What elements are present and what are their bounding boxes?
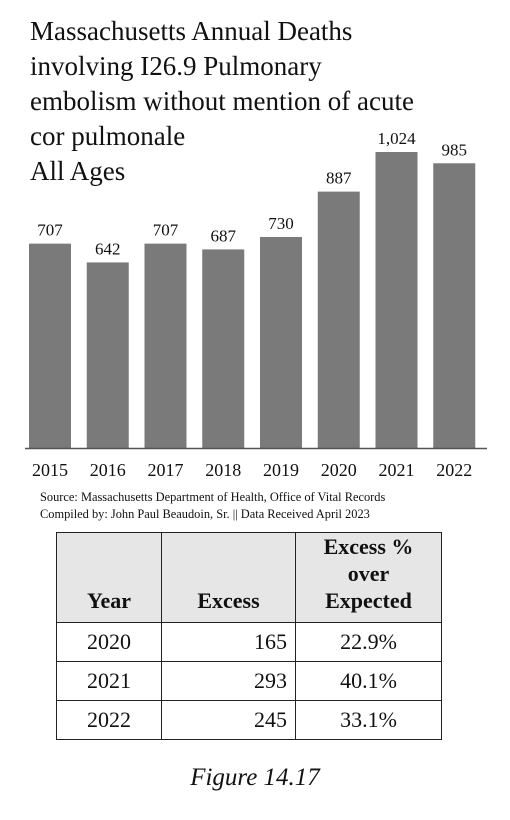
bar-2017	[144, 243, 187, 448]
title-line-4: cor pulmonale	[30, 121, 186, 151]
bar-2022	[433, 163, 476, 448]
header-pct-line-1: Excess % over	[323, 534, 414, 586]
table-row: 2022 245 33.1%	[56, 700, 442, 740]
x-tick-label-2018: 2018	[205, 460, 241, 480]
value-label-2018: 687	[211, 226, 237, 245]
cell-pct: 22.9%	[295, 622, 442, 662]
value-label-2020: 887	[326, 169, 352, 188]
cell-excess: 165	[161, 622, 296, 662]
x-tick-label-2015: 2015	[32, 460, 68, 480]
title-line-2: involving I26.9 Pulmonary	[30, 51, 322, 81]
bar-2018	[202, 249, 245, 448]
table-row: 2020 165 22.9%	[56, 622, 442, 662]
bar-2016	[86, 262, 129, 448]
table-row: 2021 293 40.1%	[56, 661, 442, 701]
value-label-2015: 707	[37, 221, 63, 240]
x-tick-label-2021: 2021	[379, 460, 415, 480]
x-tick-label-2019: 2019	[263, 460, 299, 480]
x-tick-label-2022: 2022	[436, 460, 472, 480]
bar-2015	[29, 243, 71, 448]
bar-chart: 707 2015 642 2016 707 2017 687 2018 730 2019 887 20…	[25, 129, 487, 480]
value-label-2022: 985	[442, 140, 468, 159]
x-tick-label-2017: 2017	[148, 460, 184, 480]
source-line: Source: Massachusetts Department of Heal…	[40, 490, 386, 504]
bar-2019	[260, 236, 302, 448]
bar-2021	[375, 152, 418, 448]
x-tick-label-2016: 2016	[90, 460, 126, 480]
header-excess-pct: Excess % over Expected	[295, 532, 442, 623]
cell-excess: 293	[161, 661, 296, 701]
value-label-2019: 730	[268, 214, 294, 233]
figure-caption: Figure 14.17	[190, 764, 320, 791]
compiled-by-line: Compiled by: John Paul Beaudoin, Sr. || …	[40, 507, 370, 521]
x-tick-label-2020: 2020	[321, 460, 357, 480]
title-line-1: Massachusetts Annual Deaths	[30, 16, 353, 46]
title-line-3: embolism without mention of acute	[30, 86, 414, 116]
cell-excess: 245	[161, 700, 296, 740]
header-year: Year	[56, 532, 162, 623]
bar-2020	[317, 191, 360, 448]
cell-year: 2022	[56, 700, 162, 740]
cell-pct: 33.1%	[295, 700, 442, 740]
cell-year: 2021	[56, 661, 162, 701]
title-line-5: All Ages	[30, 156, 126, 186]
cell-year: 2020	[56, 622, 162, 662]
value-label-2021: 1,024	[377, 129, 416, 148]
header-excess: Excess	[161, 532, 296, 623]
source-note: Source: Massachusetts Department of Heal…	[40, 489, 385, 523]
value-label-2016: 642	[95, 239, 121, 258]
chart-title: Massachusetts Annual Deaths involving I2…	[30, 14, 490, 189]
header-pct-line-2: Expected	[325, 588, 412, 613]
excess-table: Year Excess Excess % over Expected 2020 …	[56, 532, 442, 740]
table-header-row: Year Excess Excess % over Expected	[56, 532, 442, 623]
value-label-2017: 707	[153, 221, 179, 240]
cell-pct: 40.1%	[295, 661, 442, 701]
